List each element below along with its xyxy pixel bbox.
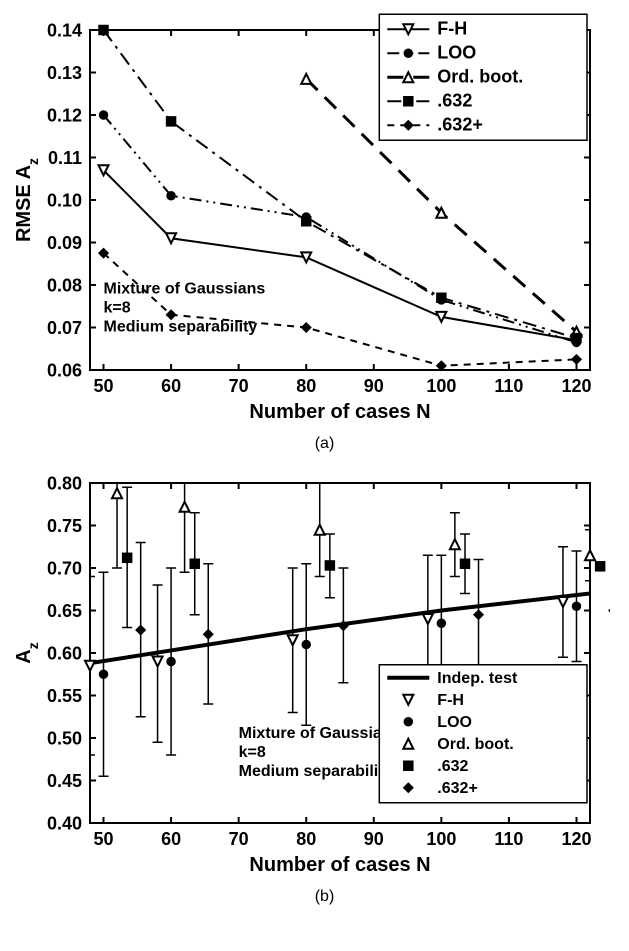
svg-text:50: 50 (93, 829, 113, 849)
svg-text:F-H: F-H (437, 692, 464, 709)
svg-text:110: 110 (494, 829, 523, 849)
svg-text:0.60: 0.60 (47, 643, 82, 663)
svg-text:0.80: 0.80 (47, 473, 82, 493)
svg-text:70: 70 (229, 376, 249, 396)
svg-text:0.07: 0.07 (47, 318, 82, 338)
svg-text:k=8: k=8 (104, 300, 131, 317)
svg-text:.632: .632 (437, 90, 472, 110)
svg-text:0.08: 0.08 (47, 275, 82, 295)
svg-text:0.13: 0.13 (47, 63, 82, 83)
svg-text:50: 50 (93, 376, 113, 396)
svg-text:LOO: LOO (437, 714, 472, 731)
svg-text:LOO: LOO (437, 42, 476, 62)
svg-text:0.11: 0.11 (48, 148, 82, 168)
svg-text:60: 60 (161, 376, 181, 396)
svg-text:0.14: 0.14 (47, 20, 82, 40)
svg-text:0.45: 0.45 (47, 771, 82, 791)
svg-text:Medium separability: Medium separability (104, 319, 258, 336)
svg-text:0.75: 0.75 (47, 516, 82, 536)
svg-text:Number of cases N: Number of cases N (249, 401, 430, 423)
svg-text:Ord. boot.: Ord. boot. (437, 736, 513, 753)
svg-text:.632+: .632+ (437, 114, 483, 134)
svg-text:110: 110 (494, 376, 523, 396)
svg-text:80: 80 (296, 829, 316, 849)
chart-a: 50 60 70 80 90 100 110 120 0.06 0.07 0.08 0.09 0.10 0… (10, 10, 610, 430)
svg-text:Medium separability: Medium separability (239, 763, 393, 780)
svg-text:0.50: 0.50 (47, 728, 82, 748)
svg-text:0.06: 0.06 (47, 360, 82, 380)
svg-text:80: 80 (296, 376, 316, 396)
svg-text:Indep. test: Indep. test (437, 670, 518, 687)
svg-text:0.12: 0.12 (47, 105, 82, 125)
svg-text:100: 100 (426, 829, 456, 849)
svg-text:90: 90 (364, 829, 384, 849)
svg-text:0.10: 0.10 (47, 190, 82, 210)
chart-b-wrap: 50 60 70 80 90 100 110 120 0.40 0.45 0.50 0.55 0.60 0… (10, 463, 629, 883)
svg-text:100: 100 (426, 376, 456, 396)
svg-text:Mixture of Gaussians: Mixture of Gaussians (104, 281, 266, 298)
svg-text:0.70: 0.70 (47, 558, 82, 578)
svg-text:Ord. boot.: Ord. boot. (437, 66, 523, 86)
svg-text:0.09: 0.09 (47, 233, 82, 253)
caption-b: (b) (10, 888, 629, 906)
svg-text:0.40: 0.40 (47, 813, 82, 833)
svg-text:.632+: .632+ (437, 780, 477, 797)
svg-text:120: 120 (561, 829, 591, 849)
svg-text:Mixture of Gaussians: Mixture of Gaussians (239, 725, 401, 742)
caption-a: (a) (10, 435, 629, 453)
svg-text:0.65: 0.65 (47, 601, 82, 621)
chart-b: 50 60 70 80 90 100 110 120 0.40 0.45 0.50 0.55 0.60 0… (10, 463, 610, 883)
svg-text:Number of cases N: Number of cases N (249, 854, 430, 876)
chart-a-wrap: 50 60 70 80 90 100 110 120 0.06 0.07 0.08 0.09 0.10 0… (10, 10, 629, 430)
svg-text:F-H: F-H (437, 18, 467, 38)
svg-text:90: 90 (364, 376, 384, 396)
svg-text:60: 60 (161, 829, 181, 849)
svg-text:70: 70 (229, 829, 249, 849)
svg-text:k=8: k=8 (239, 744, 266, 761)
svg-text:0.55: 0.55 (47, 686, 82, 706)
svg-text:120: 120 (561, 376, 591, 396)
svg-text:.632: .632 (437, 758, 468, 775)
